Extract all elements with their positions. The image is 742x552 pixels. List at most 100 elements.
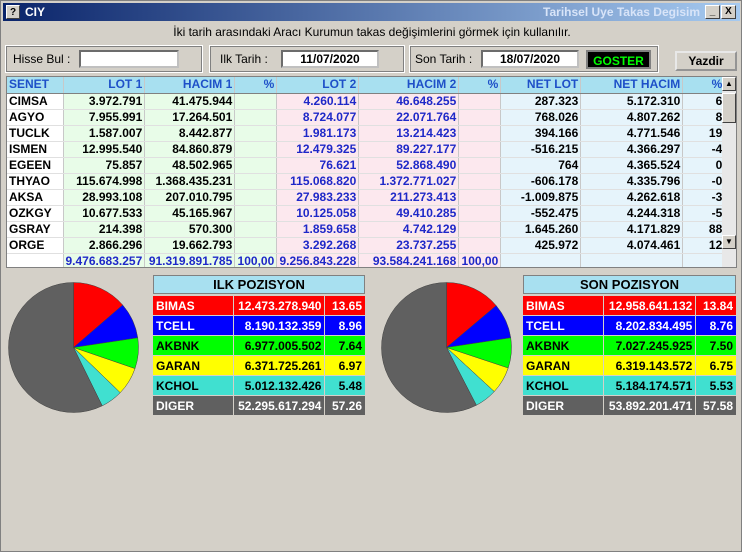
- ilk-pozisyon-title: ILK POZISYON: [153, 275, 365, 294]
- table-row[interactable]: GSRAY 214.398 570.300 1.859.658 4.742.129 1.6…: [7, 221, 726, 238]
- cell-netlot: 764: [500, 157, 582, 174]
- son-pozisyon-table: BIMAS 12.958.641.132 13.84 TCELL 8.202.834.4…: [521, 295, 737, 416]
- pie-slice-bimas: [73, 282, 124, 349]
- table-row[interactable]: OZKGY 10.677.533 45.165.967 10.125.058 49.41…: [7, 205, 726, 222]
- col-header-lot2[interactable]: LOT 2: [276, 77, 360, 94]
- grid-table: SENET LOT 1 HACIM 1% LOT 2 HACIM 2% NET LOT NE…: [7, 77, 726, 267]
- cell-lot1: 7.955.991: [63, 109, 146, 126]
- cell-pct2: [458, 109, 502, 126]
- table-row[interactable]: AGYO 7.955.991 17.264.501 8.724.077 22.071.7…: [7, 109, 726, 126]
- cell-lot1: 1.587.007: [63, 125, 146, 142]
- end-date-group: [409, 45, 659, 73]
- position-value: 53.892.201.471: [603, 395, 697, 416]
- cell-lot1: 10.677.533: [63, 205, 146, 222]
- close-button[interactable]: X: [721, 5, 736, 19]
- table-row[interactable]: CIMSA 3.972.791 41.475.944 4.260.114 46.648.…: [7, 93, 726, 110]
- table-row[interactable]: AKSA 28.993.108 207.010.795 27.983.233 211.2…: [7, 189, 726, 206]
- position-percent: 6.75: [695, 355, 737, 376]
- table-row[interactable]: TUCLK 1.587.007 8.442.877 1.981.173 13.214.4…: [7, 125, 726, 142]
- scroll-thumb[interactable]: [722, 93, 736, 123]
- position-percent: 7.64: [324, 335, 366, 356]
- col-header-senet[interactable]: SENET: [7, 77, 64, 94]
- position-percent: 57.26: [324, 395, 366, 416]
- cell-hacim2: 46.648.255: [358, 93, 460, 110]
- data-grid[interactable]: SENET LOT 1 HACIM 1% LOT 2 HACIM 2% NET LOT NE…: [6, 76, 737, 268]
- cell-netlot: -552.475: [500, 205, 582, 222]
- cell-lot2: 1.859.658: [276, 221, 360, 238]
- list-item: DIGER 52.295.617.294 57.26: [152, 395, 366, 416]
- pie-slice-diger: [381, 282, 477, 413]
- col-header-pct2[interactable]: %: [458, 77, 502, 94]
- col-header-nethacim[interactable]: NET HACIM: [580, 77, 684, 94]
- col-header-hacim2[interactable]: HACIM 2: [358, 77, 460, 94]
- cell-pct3: -0: [682, 173, 726, 190]
- position-value: 5.184.174.571: [603, 375, 697, 396]
- end-date-input[interactable]: 18/07/2020: [481, 50, 579, 68]
- cell-pct2: [458, 221, 502, 238]
- start-date-input[interactable]: 11/07/2020: [281, 50, 379, 68]
- ilk-pozisyon-pie: [8, 282, 139, 413]
- cell-nethacim: 4.262.618: [580, 189, 684, 206]
- cell-hacim1: 8.442.877: [144, 125, 236, 142]
- cell-senet: GSRAY: [7, 221, 64, 238]
- position-percent: 13.84: [695, 295, 737, 316]
- cell-hacim2: 49.410.285: [358, 205, 460, 222]
- son-pozisyon-title: SON POZISYON: [523, 275, 736, 294]
- position-value: 7.027.245.925: [603, 335, 697, 356]
- cell-netlot: -606.178: [500, 173, 582, 190]
- cell-hacim1: 570.300: [144, 221, 236, 238]
- position-percent: 5.48: [324, 375, 366, 396]
- scroll-down-icon[interactable]: ▼: [722, 235, 736, 249]
- list-item: GARAN 6.371.725.261 6.97: [152, 355, 366, 376]
- cell-lot2: 3.292.268: [276, 237, 360, 254]
- cell-pct2: [458, 173, 502, 190]
- cell-hacim2: 52.868.490: [358, 157, 460, 174]
- table-row[interactable]: ORGE 2.866.296 19.662.793 3.292.268 23.737.2…: [7, 237, 726, 254]
- total-senet: [7, 253, 64, 267]
- position-name: AKBNK: [521, 335, 605, 356]
- table-row[interactable]: THYAO 115.674.998 1.368.435.231 115.068.820…: [7, 173, 726, 190]
- cell-netlot: -1.009.875: [500, 189, 582, 206]
- col-header-pct3[interactable]: %: [682, 77, 726, 94]
- grid-vertical-scrollbar[interactable]: ▲ ▼: [722, 77, 736, 267]
- cell-pct3: -4: [682, 141, 726, 158]
- cell-hacim1: 84.860.879: [144, 141, 236, 158]
- col-header-netlot[interactable]: NET LOT: [500, 77, 582, 94]
- cell-senet: ORGE: [7, 237, 64, 254]
- cell-pct1: [234, 157, 278, 174]
- show-button[interactable]: GOSTER: [586, 50, 651, 69]
- minimize-button[interactable]: _: [705, 5, 720, 19]
- table-row[interactable]: ISMEN 12.995.540 84.860.879 12.479.325 89.22…: [7, 141, 726, 158]
- cell-pct1: [234, 221, 278, 238]
- cell-lot2: 115.068.820: [276, 173, 360, 190]
- cell-nethacim: 4.171.829: [580, 221, 684, 238]
- scroll-up-icon[interactable]: ▲: [722, 77, 736, 91]
- title-bar[interactable]: ? CIY Tarihsel Uye Takas Degisim _ X: [3, 3, 740, 21]
- cell-hacim2: 89.227.177: [358, 141, 460, 158]
- search-input[interactable]: [79, 50, 179, 68]
- cell-senet: TUCLK: [7, 125, 64, 142]
- cell-senet: OZKGY: [7, 205, 64, 222]
- position-name: KCHOL: [521, 375, 605, 396]
- cell-hacim1: 45.165.967: [144, 205, 236, 222]
- help-icon[interactable]: ?: [6, 5, 20, 19]
- position-name: BIMAS: [152, 295, 234, 316]
- cell-nethacim: 4.335.796: [580, 173, 684, 190]
- totals-row: 9.476.683.257 91.319.891.785 100,00 9.256.8…: [7, 253, 726, 267]
- col-header-pct1[interactable]: %: [234, 77, 278, 94]
- cell-senet: ISMEN: [7, 141, 64, 158]
- position-value: 12.473.278.940: [232, 295, 326, 316]
- cell-nethacim: 5.172.310: [580, 93, 684, 110]
- cell-hacim2: 23.737.255: [358, 237, 460, 254]
- cell-netlot: 1.645.260: [500, 221, 582, 238]
- cell-senet: CIMSA: [7, 93, 64, 110]
- position-percent: 13.65: [324, 295, 366, 316]
- cell-nethacim: 4.366.297: [580, 141, 684, 158]
- table-row[interactable]: EGEEN 75.857 48.502.965 76.621 52.868.490 764…: [7, 157, 726, 174]
- col-header-lot1[interactable]: LOT 1: [63, 77, 146, 94]
- print-button[interactable]: Yazdir: [675, 51, 737, 71]
- col-header-hacim1[interactable]: HACIM 1: [144, 77, 236, 94]
- total-pct1: 100,00: [234, 253, 278, 267]
- list-item: BIMAS 12.958.641.132 13.84: [521, 295, 737, 316]
- cell-lot1: 2.866.296: [63, 237, 146, 254]
